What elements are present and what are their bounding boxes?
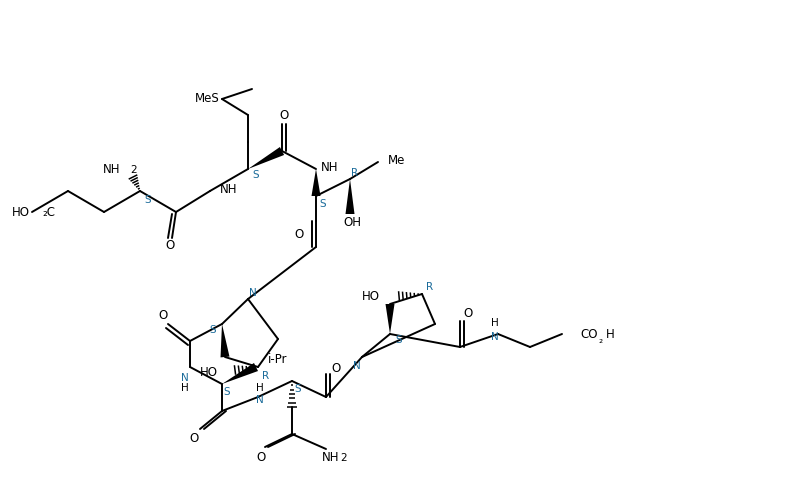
Text: ₂: ₂ — [598, 334, 602, 345]
Text: H: H — [491, 317, 499, 327]
Text: O: O — [295, 228, 304, 241]
Text: MeS: MeS — [196, 92, 220, 105]
Text: H: H — [256, 382, 264, 392]
Text: O: O — [463, 307, 472, 320]
Text: O: O — [189, 431, 199, 445]
Text: NH: NH — [322, 450, 339, 464]
Text: O: O — [256, 450, 266, 464]
Polygon shape — [346, 180, 355, 215]
Polygon shape — [220, 325, 230, 358]
Text: S: S — [320, 199, 326, 208]
Text: N: N — [353, 360, 361, 370]
Text: CO: CO — [580, 328, 598, 341]
Text: O: O — [165, 239, 175, 252]
Text: 2: 2 — [130, 164, 137, 175]
Text: HO: HO — [200, 366, 218, 379]
Polygon shape — [222, 363, 258, 384]
Text: NH: NH — [321, 161, 339, 174]
Text: N: N — [249, 287, 257, 297]
Polygon shape — [312, 170, 320, 197]
Text: Me: Me — [388, 154, 405, 167]
Text: N: N — [256, 394, 264, 404]
Text: 2: 2 — [341, 452, 347, 462]
Text: H: H — [606, 328, 615, 341]
Text: S: S — [223, 386, 231, 396]
Text: HO: HO — [362, 290, 380, 303]
Text: NH: NH — [103, 163, 120, 176]
Text: N: N — [181, 372, 189, 382]
Text: S: S — [145, 195, 151, 204]
Text: R: R — [262, 370, 270, 380]
Text: N: N — [491, 331, 499, 341]
Polygon shape — [386, 305, 394, 334]
Text: O: O — [158, 309, 168, 322]
Text: R: R — [426, 282, 433, 291]
Text: S: S — [210, 325, 216, 334]
Text: OH: OH — [343, 216, 361, 229]
Text: i-Pr: i-Pr — [268, 353, 288, 366]
Text: S: S — [295, 383, 301, 393]
Text: ₂C: ₂C — [42, 206, 55, 219]
Text: HO: HO — [12, 206, 30, 219]
Text: NH: NH — [220, 183, 238, 196]
Text: R: R — [351, 168, 359, 178]
Text: S: S — [396, 334, 402, 345]
Text: O: O — [332, 362, 340, 375]
Text: S: S — [253, 170, 259, 180]
Text: O: O — [279, 109, 289, 122]
Text: H: H — [181, 382, 189, 392]
Polygon shape — [248, 148, 284, 170]
